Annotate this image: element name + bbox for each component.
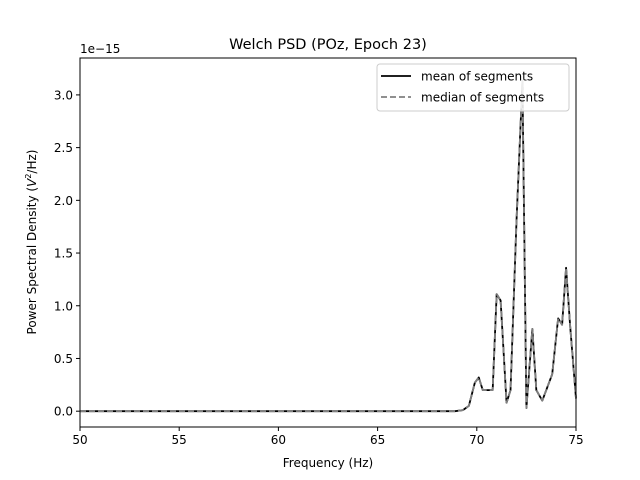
y-tick-label: 0.0 — [54, 405, 73, 419]
x-tick-label: 70 — [469, 433, 484, 447]
y-axis-label-tail: /Hz) — [25, 150, 39, 174]
y-axis-label-exponent: 2 — [24, 174, 33, 179]
legend-box — [376, 63, 570, 112]
plot-area — [80, 80, 577, 413]
y-tick-label: 1.5 — [54, 247, 73, 261]
y-axis-label-main: Power Spectral Density ( — [25, 187, 39, 335]
x-tick-label: 65 — [370, 433, 385, 447]
legend: mean of segments median of segments — [376, 63, 570, 112]
x-tick-label: 75 — [568, 433, 583, 447]
series-line-median — [80, 80, 577, 413]
y-tick-label: 0.5 — [54, 352, 73, 366]
y-tick-label: 3.0 — [54, 88, 73, 102]
y-tick-label: 1.0 — [54, 299, 73, 313]
y-axis-label-unit: V — [25, 178, 39, 187]
y-offset-text: 1e−15 — [80, 42, 120, 56]
chart-title: Welch PSD (POz, Epoch 23) — [229, 37, 427, 53]
legend-label-median: median of segments — [421, 91, 544, 105]
x-tick-label: 60 — [271, 433, 286, 447]
y-axis-label: Power Spectral Density (V2/Hz) — [24, 150, 39, 335]
axes-frame — [79, 57, 577, 428]
x-tick-label: 55 — [172, 433, 187, 447]
legend-label-mean: mean of segments — [421, 70, 533, 84]
y-tick-label: 2.5 — [54, 141, 73, 155]
axis-ticks: 50 55 60 65 70 75 0.0 0.5 1.0 1.5 2.0 2.5 3.0 — [54, 88, 584, 447]
y-tick-label: 2.0 — [54, 194, 73, 208]
x-tick-label: 50 — [72, 433, 87, 447]
x-axis-label: Frequency (Hz) — [283, 456, 374, 470]
